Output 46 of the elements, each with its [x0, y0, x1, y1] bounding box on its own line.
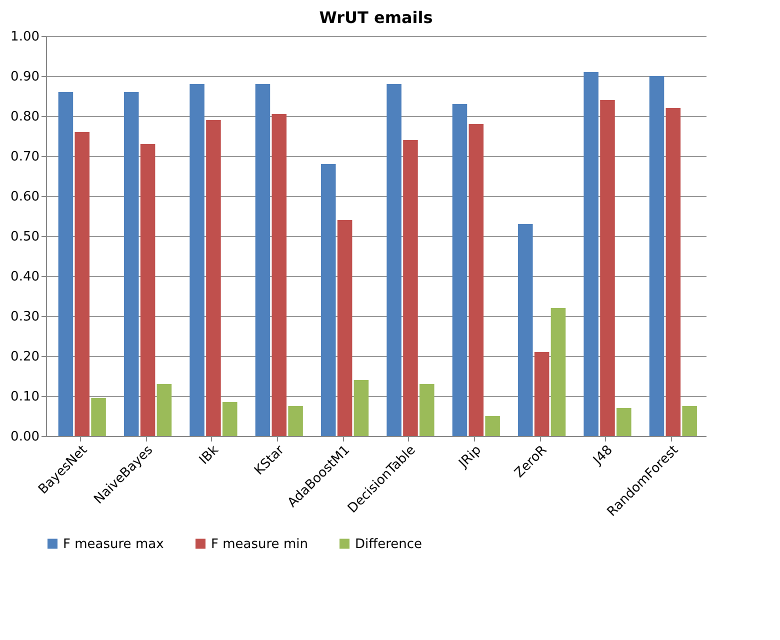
- bar: [534, 352, 550, 436]
- bar: [468, 124, 484, 436]
- bar: [156, 384, 172, 436]
- bar: [584, 72, 598, 436]
- bar: [74, 132, 90, 436]
- y-tick-label: 0.60: [10, 190, 40, 204]
- bar: [124, 92, 139, 436]
- y-tick-label: 0.00: [10, 430, 40, 444]
- bar: [354, 380, 369, 436]
- chart-title: WrUT emails: [319, 8, 433, 27]
- y-tick-label: 0.20: [10, 350, 40, 364]
- bar: [222, 402, 238, 436]
- bar: [403, 140, 418, 436]
- y-tick-label: 0.50: [10, 230, 40, 244]
- x-tick-label: IBk: [196, 442, 222, 468]
- bar: [58, 92, 74, 436]
- legend-label: F measure min: [211, 536, 308, 552]
- bar: [321, 164, 336, 436]
- y-tick-label: 0.90: [10, 70, 40, 84]
- y-tick-label: 0.70: [10, 150, 40, 164]
- bar: [255, 84, 270, 436]
- bar: [649, 76, 664, 436]
- bar: [518, 224, 533, 436]
- bar: [337, 220, 352, 436]
- y-tick-label: 0.30: [10, 310, 40, 324]
- legend-label: Difference: [355, 536, 422, 552]
- bar: [288, 406, 303, 436]
- y-tick-label: 0.10: [10, 390, 40, 404]
- bar: [190, 84, 204, 436]
- bar: [452, 104, 468, 436]
- bar: [272, 114, 287, 436]
- bar: [91, 398, 106, 436]
- bar: [550, 308, 566, 436]
- bar: [206, 120, 221, 436]
- legend-label: F measure max: [63, 536, 164, 552]
- bar: [666, 108, 681, 436]
- bar: [140, 144, 156, 436]
- bar: [386, 84, 402, 436]
- bar: [600, 100, 615, 436]
- bar: [420, 384, 434, 436]
- y-tick-label: 0.80: [10, 110, 40, 124]
- bar: [616, 408, 632, 436]
- y-tick-label: 1.00: [10, 30, 40, 44]
- bar: [682, 406, 697, 436]
- y-tick-label: 0.40: [10, 270, 40, 284]
- bar: [485, 416, 500, 436]
